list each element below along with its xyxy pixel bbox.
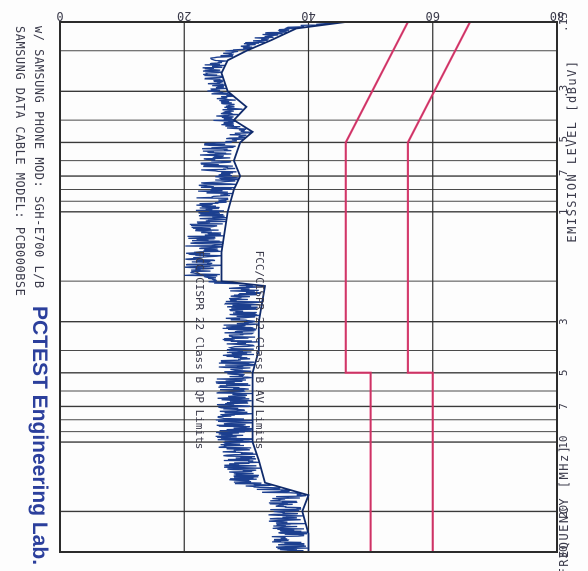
x-tick-label: .5 xyxy=(557,136,570,149)
lab-name: PCTEST Engineering Lab. xyxy=(28,306,51,565)
plot-frame xyxy=(59,21,558,553)
x-axis-label: FREQUENCY [MHz] xyxy=(557,445,571,571)
y-axis-label: EMISSION LEVEL [dBuV] xyxy=(565,59,579,242)
x-tick-label: 20 xyxy=(557,505,570,518)
qp-limit-label: FCC/CISPR 22 Class B QP Limits xyxy=(193,251,206,450)
x-tick-label: .15 xyxy=(557,12,570,32)
x-tick-label: 1 xyxy=(557,208,570,215)
x-tick-label: .3 xyxy=(557,85,570,98)
y-tick-label: 60 xyxy=(426,9,440,23)
limit-line xyxy=(344,21,409,552)
emission-trace xyxy=(184,21,336,553)
header-line-1: SAMSUNG DATA CABLE MODEL: PCB000BSE xyxy=(13,26,27,296)
x-tick-label: 10 xyxy=(557,435,570,448)
x-tick-label: 30 xyxy=(557,545,570,558)
x-tick-label: 7 xyxy=(557,403,570,410)
emission-envelope xyxy=(220,21,346,552)
y-tick-label: 40 xyxy=(301,9,315,23)
y-tick-label: 80 xyxy=(550,9,564,23)
av-limit-label: FCC/CISPR 22 Class B AV Limits xyxy=(253,251,266,450)
x-tick-label: .7 xyxy=(557,169,570,182)
y-tick-label: 20 xyxy=(177,9,191,23)
x-tick-label: 3 xyxy=(557,318,570,325)
x-tick-label: 5 xyxy=(557,369,570,376)
y-tick-label: 0 xyxy=(56,9,63,23)
limit-line xyxy=(406,21,472,552)
header-line-2: w/ SAMSUNG PHONE MOD: SGH-E700 L/B xyxy=(32,26,46,289)
